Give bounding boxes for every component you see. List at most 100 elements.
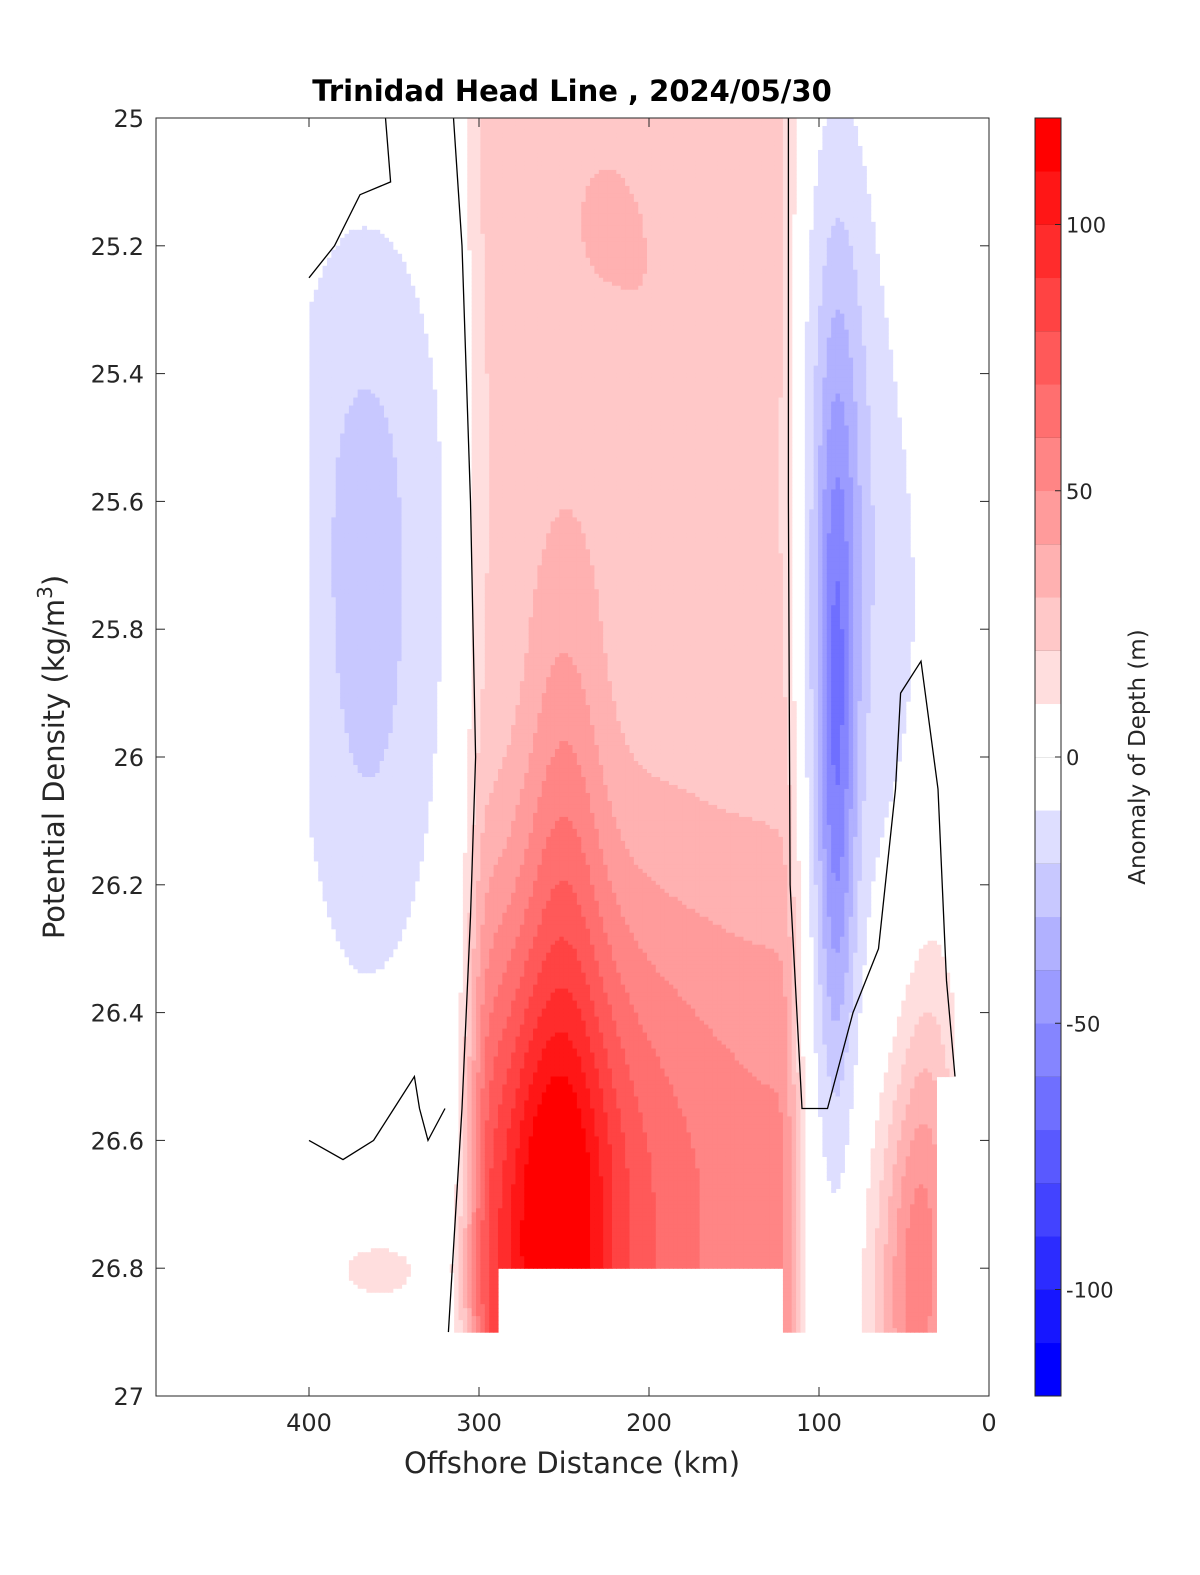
field-cell bbox=[358, 453, 363, 458]
field-cell bbox=[345, 705, 350, 710]
field-cell bbox=[345, 485, 350, 490]
field-cell bbox=[336, 358, 341, 363]
field-cell bbox=[393, 302, 398, 307]
field-cell bbox=[327, 669, 332, 674]
field-cell bbox=[393, 290, 398, 295]
field-cell bbox=[362, 913, 367, 918]
field-cell bbox=[371, 589, 376, 594]
field-cell bbox=[309, 453, 314, 458]
field-cell bbox=[358, 230, 363, 235]
field-cell bbox=[388, 370, 393, 375]
field-cell bbox=[318, 386, 323, 391]
field-cell bbox=[358, 457, 363, 462]
field-cell bbox=[340, 477, 345, 482]
field-cell bbox=[353, 681, 358, 686]
field-cell bbox=[309, 693, 314, 698]
field-cell bbox=[336, 469, 341, 474]
field-cell bbox=[331, 685, 336, 690]
field-cell bbox=[366, 521, 371, 526]
field-cell bbox=[397, 525, 402, 530]
field-cell bbox=[358, 374, 363, 379]
field-cell bbox=[371, 342, 376, 347]
field-cell bbox=[371, 306, 376, 311]
field-cell bbox=[336, 561, 341, 566]
field-cell bbox=[366, 386, 371, 391]
field-cell bbox=[375, 310, 380, 315]
field-cell bbox=[314, 406, 319, 411]
field-cell bbox=[314, 773, 319, 778]
field-cell bbox=[336, 406, 341, 411]
field-cell bbox=[318, 374, 323, 379]
field-cell bbox=[331, 577, 336, 582]
field-cell bbox=[349, 921, 354, 926]
field-cell bbox=[318, 370, 323, 375]
field-cell bbox=[358, 709, 363, 714]
field-cell bbox=[331, 553, 336, 558]
field-cell bbox=[366, 821, 371, 826]
field-cell bbox=[345, 358, 350, 363]
field-cell bbox=[345, 873, 350, 878]
field-cell bbox=[327, 609, 332, 614]
field-cell bbox=[375, 350, 380, 355]
field-cell bbox=[323, 390, 328, 395]
field-cell bbox=[366, 857, 371, 862]
field-cell bbox=[384, 581, 389, 586]
field-cell bbox=[388, 945, 393, 950]
field-cell bbox=[375, 1268, 380, 1273]
field-cell bbox=[362, 1260, 367, 1265]
field-cell bbox=[309, 461, 314, 466]
field-cell bbox=[318, 581, 323, 586]
field-cell bbox=[380, 693, 385, 698]
field-cell bbox=[327, 386, 332, 391]
field-cell bbox=[366, 793, 371, 798]
field-cell bbox=[388, 481, 393, 486]
field-cell bbox=[358, 362, 363, 367]
field-cell bbox=[327, 350, 332, 355]
field-cell bbox=[380, 873, 385, 878]
field-cell bbox=[327, 529, 332, 534]
field-cell bbox=[340, 685, 345, 690]
field-cell bbox=[384, 477, 389, 482]
field-cell bbox=[366, 1268, 371, 1273]
field-cell bbox=[371, 797, 376, 802]
field-cell bbox=[309, 769, 314, 774]
field-cell bbox=[362, 234, 367, 239]
field-cell bbox=[353, 330, 358, 335]
field-cell bbox=[318, 745, 323, 750]
field-cell bbox=[323, 661, 328, 666]
field-cell bbox=[371, 969, 376, 974]
field-cell bbox=[345, 841, 350, 846]
field-cell bbox=[340, 817, 345, 822]
field-cell bbox=[331, 793, 336, 798]
field-cell bbox=[309, 833, 314, 838]
field-cell bbox=[336, 529, 341, 534]
field-cell bbox=[336, 545, 341, 550]
field-cell bbox=[375, 577, 380, 582]
field-cell bbox=[371, 745, 376, 750]
field-cell bbox=[318, 302, 323, 307]
field-cell bbox=[353, 350, 358, 355]
field-cell bbox=[314, 645, 319, 650]
field-cell bbox=[336, 449, 341, 454]
field-cell bbox=[393, 817, 398, 822]
field-cell bbox=[358, 406, 363, 411]
field-cell bbox=[380, 1280, 385, 1285]
field-cell bbox=[353, 609, 358, 614]
field-cell bbox=[380, 386, 385, 391]
field-cell bbox=[397, 438, 402, 443]
field-cell bbox=[358, 901, 363, 906]
field-cell bbox=[375, 657, 380, 662]
field-cell bbox=[349, 254, 354, 259]
field-cell bbox=[309, 394, 314, 399]
field-cell bbox=[349, 573, 354, 578]
field-cell bbox=[309, 465, 314, 470]
field-cell bbox=[362, 929, 367, 934]
field-cell bbox=[358, 477, 363, 482]
field-cell bbox=[362, 797, 367, 802]
field-cell bbox=[309, 553, 314, 558]
field-cell bbox=[353, 1276, 358, 1281]
field-cell bbox=[362, 414, 367, 419]
field-cell bbox=[323, 753, 328, 758]
field-cell bbox=[380, 473, 385, 478]
field-cell bbox=[318, 589, 323, 594]
